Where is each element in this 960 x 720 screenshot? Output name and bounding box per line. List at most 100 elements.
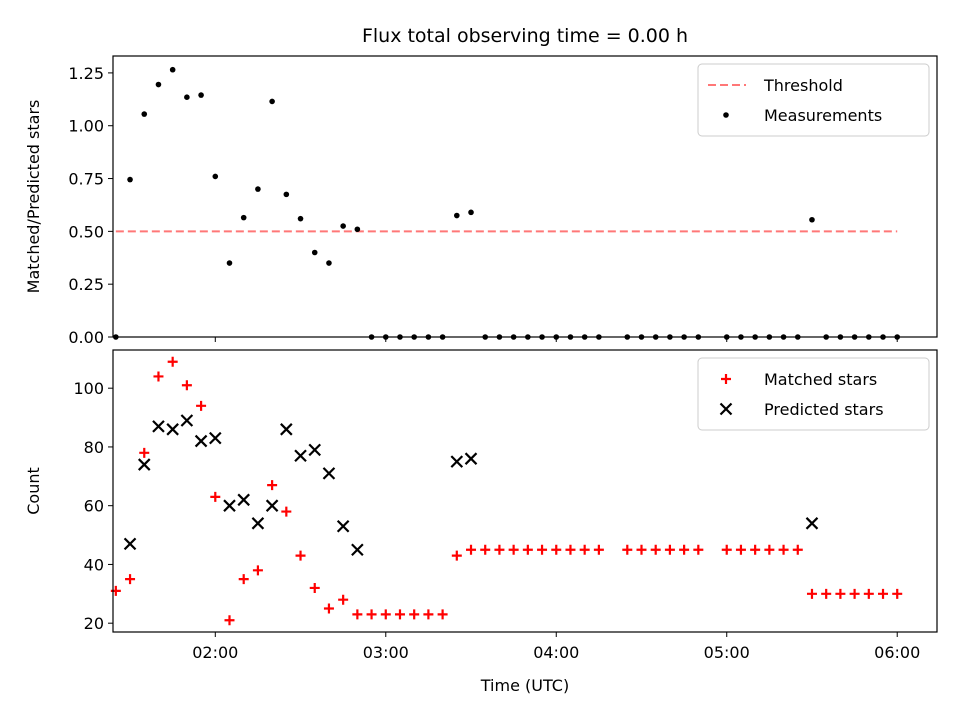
count-panel: 20 40 60 80 100 02:00 03:00 04:00 05:00 06:00 Coun… [24,349,938,662]
data-point [240,214,247,221]
legend-label: Predicted stars [764,400,884,419]
data-point [212,173,219,180]
data-point [166,423,179,436]
y-tick-label: 40 [84,555,104,574]
y-tick-label: 0.50 [68,222,104,241]
data-point [835,588,846,599]
data-point [281,506,292,517]
data-point [294,449,307,463]
data-point [141,111,148,117]
series-predicted-stars [123,414,819,557]
data-point [593,544,604,555]
data-point [750,544,761,555]
data-point [551,544,562,555]
data-point [167,356,178,367]
legend-swatch [719,402,733,416]
legend-box [697,357,930,431]
data-point [295,550,306,561]
data-point [139,447,150,458]
data-point [394,609,405,620]
data-point [450,455,464,468]
y-tick-label: 0.75 [68,170,104,189]
data-point [693,544,704,555]
y-tick-label: 0.25 [68,275,104,294]
data-point [764,544,775,555]
data-point [308,443,322,457]
x-tick-label: 04:00 [533,643,579,662]
data-point [237,493,250,507]
data-point [466,544,477,555]
data-point [311,249,318,256]
data-point [252,565,263,576]
data-point [283,191,290,198]
data-point [409,609,420,620]
data-point [123,537,137,551]
data-point [494,544,505,555]
data-point [224,615,235,626]
data-point [454,212,460,219]
data-point [579,544,590,555]
data-point [778,544,789,555]
data-point [196,400,207,411]
data-point [366,609,377,620]
data-point [153,371,164,382]
legend-box [697,63,930,137]
data-point [809,216,815,223]
data-point [152,420,165,433]
data-point [622,544,633,555]
y-tick-label: 100 [73,379,104,398]
y-axis-label: Count [24,467,43,515]
data-point [326,260,332,266]
data-point [155,81,162,88]
data-point [735,544,746,555]
data-point [336,519,350,533]
data-point [297,215,304,222]
data-point [209,431,222,445]
data-point [863,588,874,599]
data-point [522,544,533,555]
data-point [352,609,363,620]
data-point [821,588,832,599]
data-point [269,98,275,105]
data-point [721,544,732,555]
data-point [679,544,690,555]
data-point [423,609,434,620]
y-tick-label: 1.25 [68,64,104,83]
legend-label: Matched stars [764,370,877,389]
data-point [806,588,817,599]
y-tick-label: 0.00 [68,328,104,347]
data-point [322,467,336,480]
y-axis-label: Matched/Predicted stars [24,100,43,294]
data-point [892,588,903,599]
data-point [251,517,265,530]
data-point [565,544,576,555]
x-tick-label: 02:00 [192,643,238,662]
data-point [169,66,176,73]
data-point [181,380,192,391]
data-point [636,544,647,555]
data-point [194,434,208,448]
data-point [650,544,661,555]
data-point [468,209,474,216]
data-point [180,414,194,427]
legend-swatch [721,374,731,384]
data-point [351,543,364,557]
legend: Matched stars Predicted stars [697,357,930,431]
data-point [280,423,293,436]
x-tick-label: 05:00 [704,643,750,662]
ratio-panel: 0.00 0.25 0.50 0.75 1.00 1.25 Matched/Predicte… [24,55,938,347]
data-point [255,186,261,192]
data-point [338,594,349,605]
data-point [223,499,236,512]
data-point [537,544,548,555]
data-point [664,544,675,555]
legend-label: Measurements [764,106,882,125]
y-tick-label: 60 [84,497,104,516]
legend: Threshold Measurements [697,63,930,137]
data-point [137,458,151,471]
data-point [792,544,803,555]
data-point [380,609,391,620]
plot-frame [112,349,938,633]
